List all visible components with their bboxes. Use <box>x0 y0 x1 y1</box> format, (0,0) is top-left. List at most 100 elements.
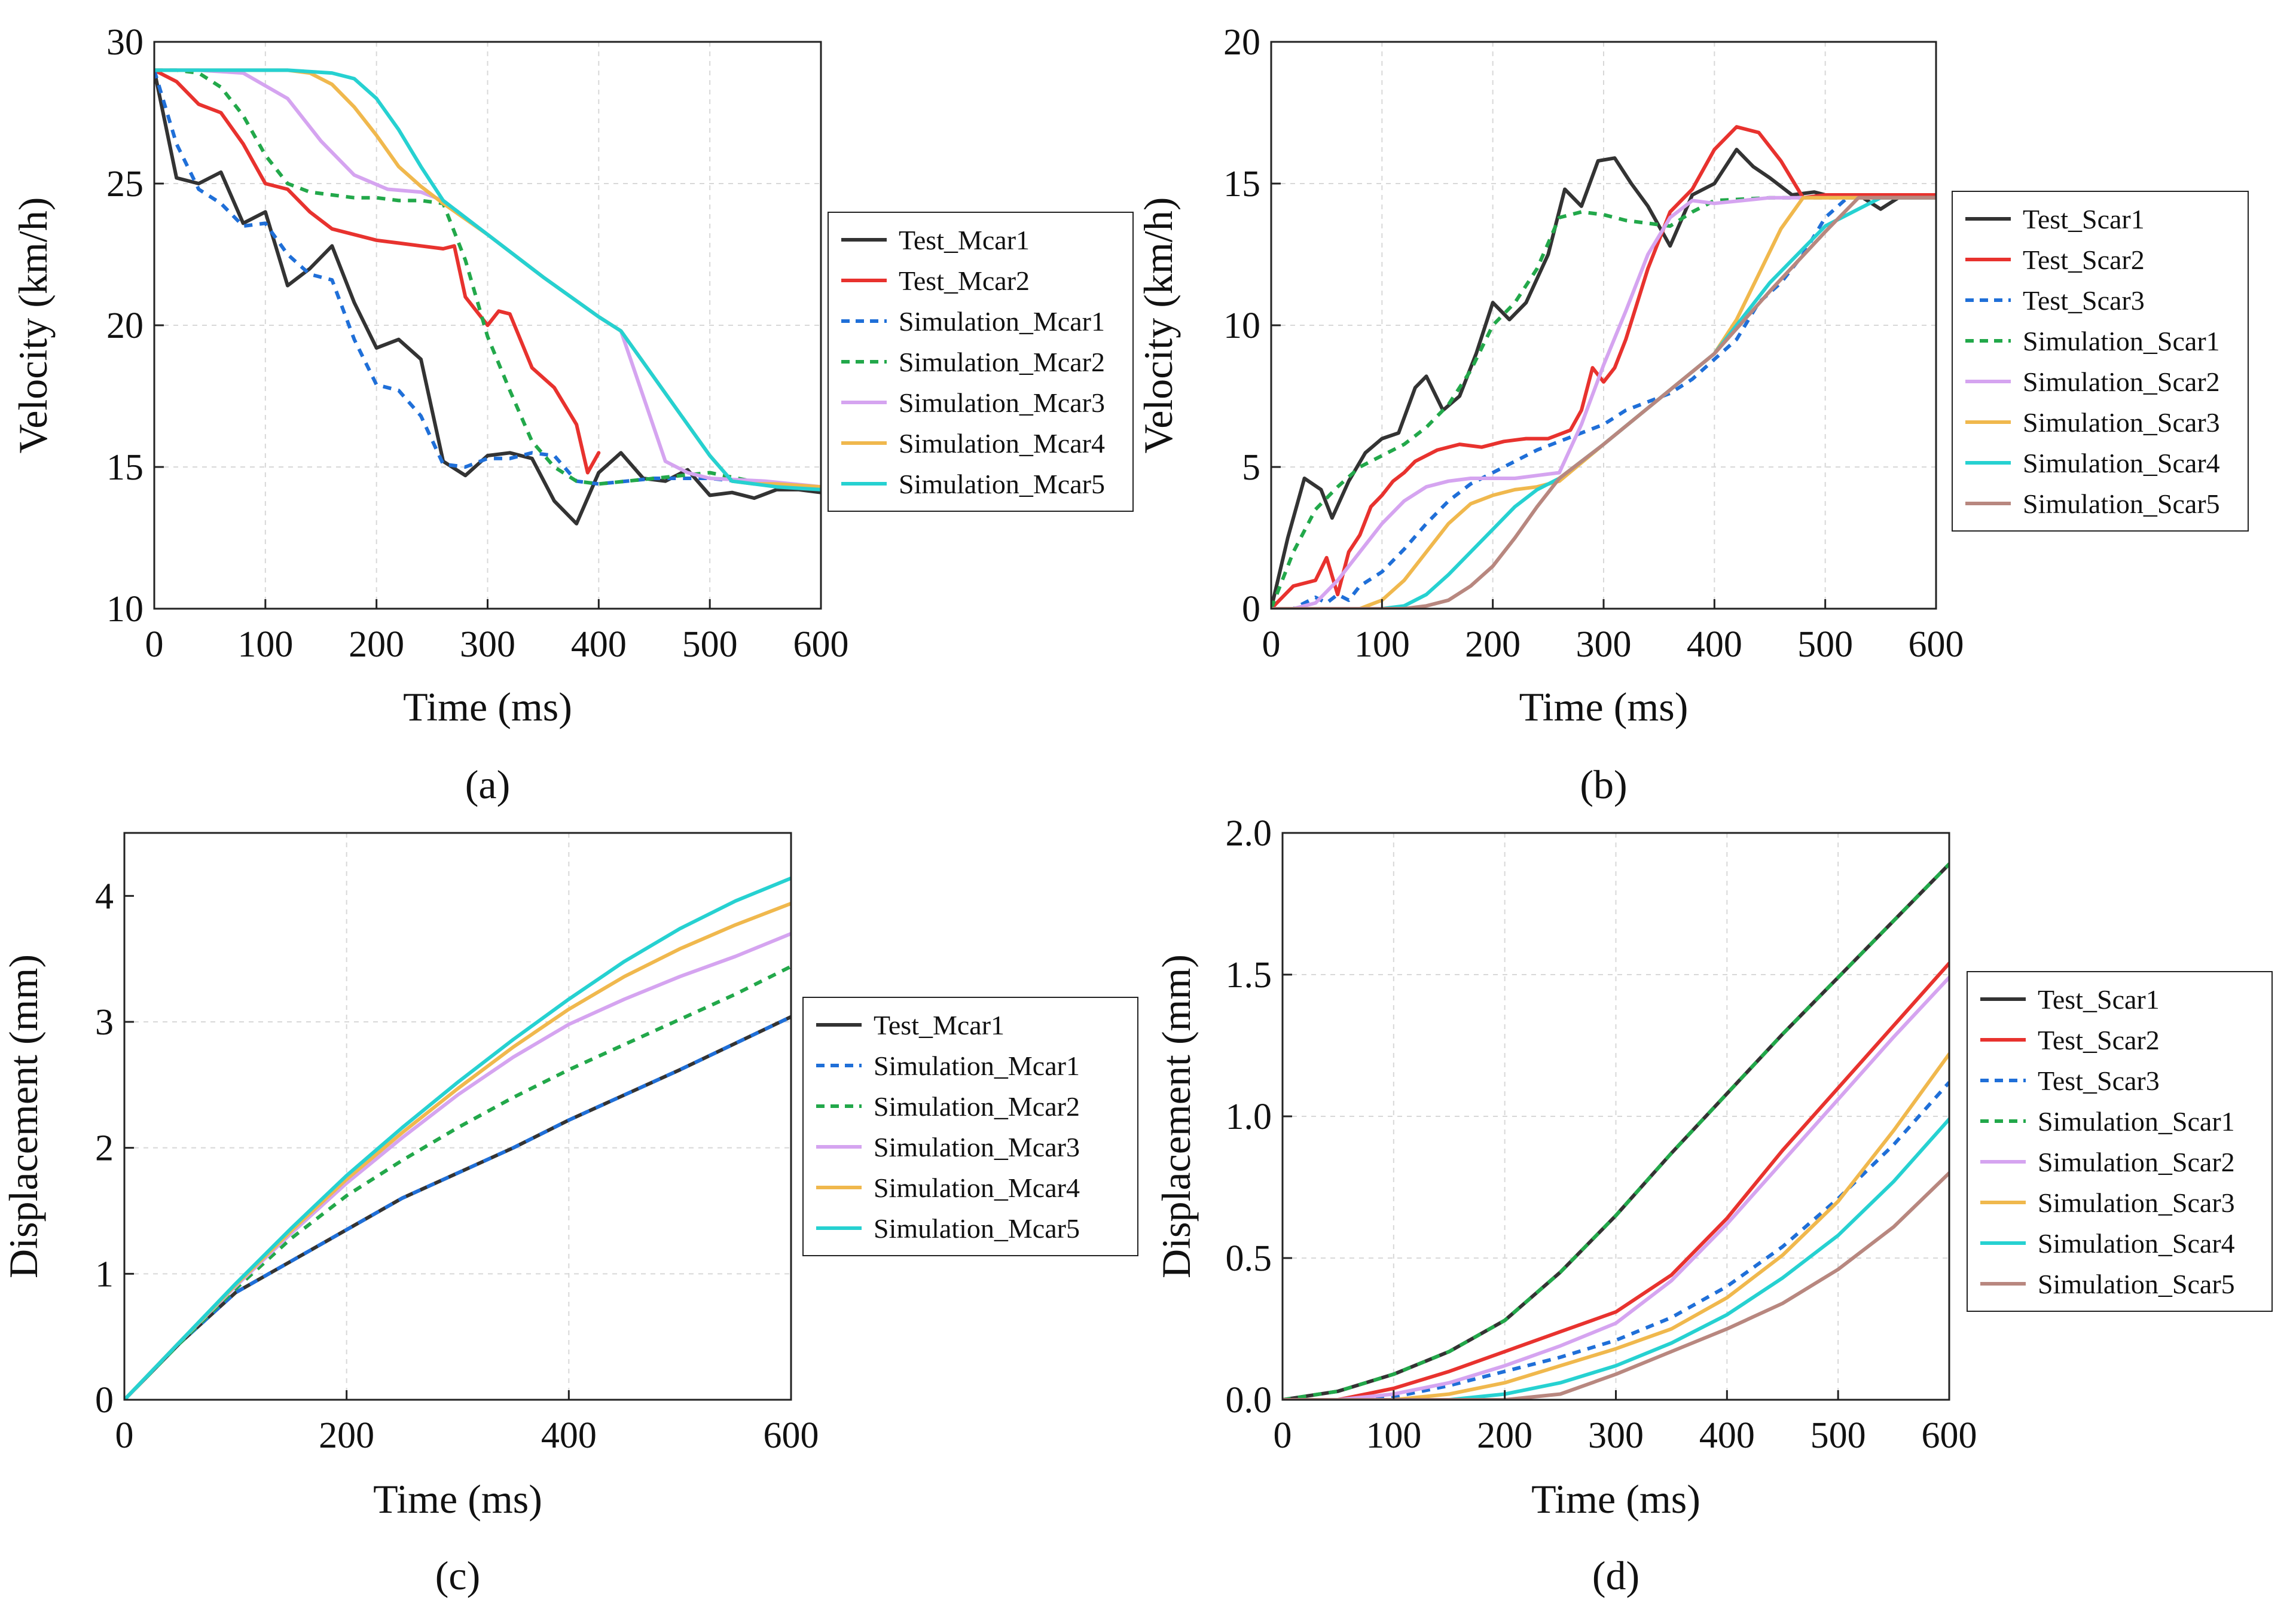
series-line-simulation-mcar5 <box>124 876 791 1400</box>
series-line-simulation-scar1 <box>1271 196 1936 609</box>
panel-caption: (a) <box>465 762 510 807</box>
legend-entry: Test_Scar3 <box>2038 1066 2160 1096</box>
legend-entry: Test_Mcar2 <box>899 265 1030 296</box>
x-tick-label: 600 <box>1909 624 1964 665</box>
x-tick-label: 0 <box>1262 624 1281 665</box>
y-tick-label: 15 <box>106 447 144 488</box>
y-tick-label: 20 <box>1223 22 1260 63</box>
panel-caption: (d) <box>1592 1553 1639 1598</box>
y-tick-label: 10 <box>106 589 144 630</box>
y-tick-label: 2.0 <box>1226 813 1272 854</box>
legend-entry: Simulation_Scar5 <box>2023 489 2220 519</box>
x-tick-label: 0 <box>1274 1415 1292 1456</box>
x-tick-label: 500 <box>1810 1415 1866 1456</box>
legend-entry: Simulation_Mcar5 <box>899 469 1105 499</box>
series-line-simulation-mcar3 <box>124 932 791 1400</box>
chart-panel-b: 0 100 200 300 400 500 600 0 5 10 15 20 Time (ms) Velo… <box>1135 22 2249 807</box>
legend-entry: Simulation_Scar2 <box>2038 1147 2235 1177</box>
legend-entry: Simulation_Mcar3 <box>874 1132 1080 1162</box>
chart-panel-c: 0 200 400 600 0 1 2 3 4 Time (ms) Displacement (mm… <box>1 832 1138 1598</box>
x-axis-label: Time (ms) <box>373 1476 542 1522</box>
series-line-simulation-scar4 <box>1271 196 1936 609</box>
x-tick-label: 600 <box>793 624 849 665</box>
x-tick-label: 100 <box>237 624 293 665</box>
x-axis-label: Time (ms) <box>403 684 572 729</box>
legend-box <box>1967 971 2273 1312</box>
y-tick-label: 25 <box>106 164 144 204</box>
series-line-simulation-scar2 <box>1271 196 1936 609</box>
series-line-simulation-scar4 <box>1283 1117 1949 1400</box>
legend-entry: Simulation_Scar5 <box>2038 1269 2235 1299</box>
x-axis-label: Time (ms) <box>1531 1476 1700 1522</box>
series-line-simulation-scar5 <box>1271 196 1936 609</box>
legend-box <box>802 997 1138 1256</box>
series-group <box>1271 125 1936 609</box>
chart-panel-a: 0 100 200 300 400 500 600 10 15 20 25 30 Time (ms) Ve… <box>10 22 1134 807</box>
chart-panel-d: 0 100 200 300 400 500 600 0.0 0.5 1.0 1.5 2.0 Time (… <box>1153 813 2273 1598</box>
legend-box <box>828 212 1134 512</box>
series-line-simulation-mcar1 <box>154 69 821 489</box>
legend-entry: Test_Scar2 <box>2038 1025 2160 1055</box>
series-line-simulation-mcar1 <box>124 1015 791 1400</box>
legend-entry: Simulation_Mcar3 <box>899 387 1105 418</box>
y-tick-label: 0.0 <box>1226 1380 1272 1421</box>
legend-entry: Simulation_Mcar2 <box>899 347 1105 377</box>
x-tick-label: 400 <box>1699 1415 1755 1456</box>
panel-caption: (c) <box>435 1553 480 1598</box>
legend: Test_Scar1 Test_Scar2 Test_Scar3 Simulation… <box>1952 191 2249 532</box>
x-tick-label: 200 <box>319 1415 374 1456</box>
legend: Test_Scar1 Test_Scar2 Test_Scar3 Simulation… <box>1967 971 2273 1312</box>
legend-entry: Simulation_Scar3 <box>2023 407 2220 438</box>
series-group <box>154 68 821 526</box>
legend-entry: Simulation_Mcar4 <box>899 428 1105 459</box>
x-tick-label: 500 <box>682 624 738 665</box>
series-line-test-mcar2 <box>154 68 601 475</box>
legend-box <box>1952 191 2249 532</box>
legend-entry: Test_Scar3 <box>2023 285 2145 316</box>
series-line-test-scar2 <box>1271 125 1936 609</box>
legend: Test_Mcar1 Simulation_Mcar1 Simulation_Mca… <box>802 997 1138 1256</box>
x-axis-label: Time (ms) <box>1519 684 1689 729</box>
legend-entry: Simulation_Scar3 <box>2038 1187 2235 1218</box>
legend-entry: Test_Scar1 <box>2023 204 2145 234</box>
series-line-simulation-scar3 <box>1283 1052 1949 1400</box>
x-tick-label: 300 <box>1576 624 1632 665</box>
x-tick-label: 500 <box>1797 624 1853 665</box>
legend-entry: Simulation_Mcar1 <box>899 306 1105 337</box>
y-tick-label: 5 <box>1242 447 1260 488</box>
y-tick-label: 1.0 <box>1226 1097 1272 1137</box>
y-tick-label: 0.5 <box>1226 1238 1272 1279</box>
x-tick-label: 100 <box>1366 1415 1421 1456</box>
legend-entry: Simulation_Scar4 <box>2038 1228 2235 1259</box>
x-tick-label: 100 <box>1354 624 1410 665</box>
legend-entry: Simulation_Scar2 <box>2023 367 2220 397</box>
x-tick-label: 600 <box>1922 1415 1977 1456</box>
y-tick-label: 2 <box>95 1128 114 1169</box>
legend-entry: Test_Mcar1 <box>874 1010 1004 1040</box>
y-tick-label: 1 <box>95 1254 114 1295</box>
series-line-simulation-mcar5 <box>154 68 821 491</box>
x-tick-label: 400 <box>1687 624 1742 665</box>
x-tick-label: 200 <box>1477 1415 1532 1456</box>
y-tick-label: 30 <box>106 22 144 63</box>
y-axis-label: Velocity (km/h) <box>1135 197 1181 454</box>
y-tick-label: 0 <box>1242 589 1260 630</box>
x-tick-label: 600 <box>764 1415 819 1456</box>
series-line-test-scar1 <box>1271 148 1936 609</box>
legend-entry: Simulation_Mcar4 <box>874 1173 1080 1203</box>
series-group <box>124 876 791 1400</box>
legend-entry: Simulation_Scar1 <box>2023 326 2220 356</box>
legend-entry: Simulation_Scar1 <box>2038 1106 2235 1137</box>
x-tick-label: 0 <box>145 624 164 665</box>
series-line-simulation-mcar2 <box>124 964 791 1400</box>
x-tick-label: 400 <box>571 624 627 665</box>
legend-entry: Test_Mcar1 <box>899 225 1030 255</box>
y-tick-label: 0 <box>95 1380 114 1421</box>
legend-entry: Test_Scar2 <box>2023 245 2145 275</box>
x-tick-label: 300 <box>1588 1415 1644 1456</box>
panel-caption: (b) <box>1580 762 1627 807</box>
y-tick-label: 10 <box>1223 306 1260 346</box>
series-line-simulation-scar5 <box>1283 1171 1949 1400</box>
y-tick-label: 3 <box>95 1002 114 1043</box>
